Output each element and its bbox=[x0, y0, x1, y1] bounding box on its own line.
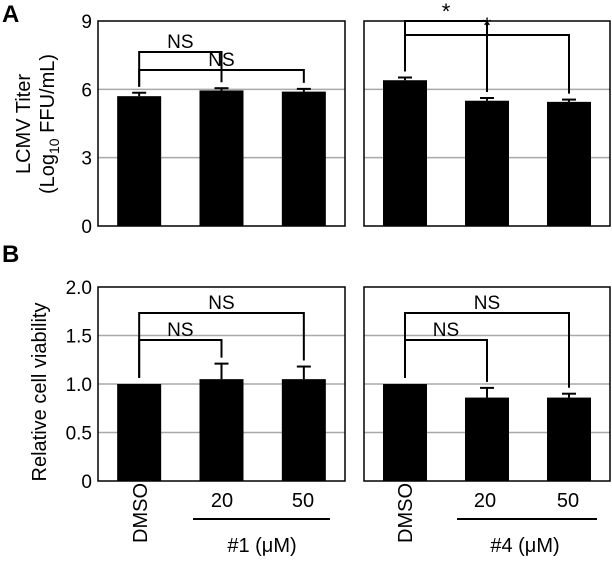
group-label-compound4: #4 (μM) bbox=[490, 535, 559, 557]
bar bbox=[547, 101, 591, 226]
significance-bracket bbox=[138, 69, 305, 87]
subplot-a-compound1: 0 3 6 9 NS NS bbox=[81, 12, 346, 238]
bar bbox=[383, 384, 427, 481]
plot-frame bbox=[363, 286, 611, 482]
y-tick-label: 0 bbox=[81, 217, 92, 238]
group-label-compound1: #1 (μM) bbox=[227, 535, 296, 557]
panel-a-ylabel-post: FFU/mL) bbox=[37, 54, 59, 138]
significance-label: NS bbox=[474, 293, 500, 314]
plot-frame bbox=[97, 286, 346, 482]
bar bbox=[199, 379, 244, 481]
y-tick-label: 6 bbox=[81, 80, 92, 101]
y-tick-label: 9 bbox=[81, 12, 92, 33]
category-label-20-right: 20 bbox=[474, 490, 496, 512]
significance-label: * bbox=[442, 0, 451, 24]
subplot-b-compound4: NS NS bbox=[363, 286, 611, 482]
panel-a-ylabel-line1: LCMV Titer bbox=[13, 74, 35, 174]
significance-bracket bbox=[404, 34, 570, 94]
category-label-50-right: 50 bbox=[557, 490, 579, 512]
bar bbox=[117, 384, 162, 481]
significance-label: NS bbox=[433, 320, 459, 341]
y-tick-label: 1.0 bbox=[66, 375, 92, 396]
panel-a-ylabel-subscript: 10 bbox=[46, 138, 62, 154]
category-label-dmso-left: DMSO bbox=[130, 483, 152, 543]
bar bbox=[383, 80, 427, 226]
significance-label: NS bbox=[208, 50, 234, 71]
bar bbox=[465, 397, 509, 481]
significance-label: NS bbox=[167, 320, 193, 341]
significance-label: NS bbox=[208, 293, 234, 314]
bar bbox=[117, 96, 162, 227]
bar bbox=[547, 397, 591, 481]
panel-a-ylabel-pre: (Log bbox=[37, 154, 59, 194]
plot-frame bbox=[97, 20, 346, 227]
subplot-a-compound4: ** bbox=[363, 0, 611, 227]
panel-letter-b: B bbox=[2, 241, 19, 268]
y-tick-label: 0.5 bbox=[66, 424, 92, 445]
y-tick-label: 2.0 bbox=[66, 278, 92, 299]
bar bbox=[281, 91, 326, 226]
category-label-20-left: 20 bbox=[211, 490, 233, 512]
y-tick-label: 0 bbox=[81, 472, 92, 493]
plot-frame bbox=[363, 20, 611, 227]
panel-a-ylabel-line2: (Log10 FFU/mL) bbox=[37, 54, 62, 194]
significance-label: * bbox=[483, 13, 492, 38]
panel-b-ylabel: Relative cell viability bbox=[29, 303, 51, 482]
panel-letter-a: A bbox=[2, 1, 19, 28]
category-label-dmso-right: DMSO bbox=[395, 483, 417, 543]
bar bbox=[281, 379, 326, 481]
y-tick-label: 1.5 bbox=[66, 327, 92, 348]
category-label-50-left: 50 bbox=[292, 490, 314, 512]
bar bbox=[199, 90, 244, 226]
significance-bracket bbox=[404, 312, 570, 388]
y-tick-label: 3 bbox=[81, 149, 92, 170]
significance-bracket bbox=[138, 312, 305, 378]
significance-label: NS bbox=[167, 32, 193, 53]
subplot-b-compound1: 0 0.5 1.0 1.5 2.0 NS NS bbox=[66, 278, 346, 493]
bar bbox=[465, 100, 509, 226]
